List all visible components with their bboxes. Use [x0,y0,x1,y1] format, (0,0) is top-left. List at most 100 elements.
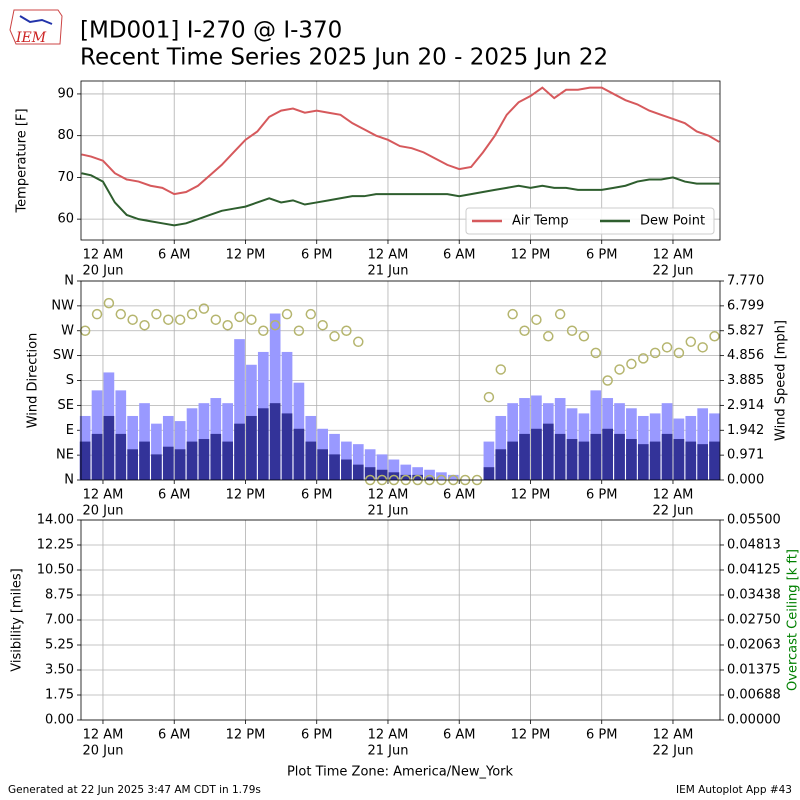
y-tick-label: 60 [57,212,74,227]
y2-tick-label: 0.01375 [727,663,781,678]
direction-point [578,331,590,342]
bar [269,313,281,480]
bar [127,449,139,480]
direction-point [210,314,222,325]
legend-box [465,207,715,235]
bar [507,441,519,480]
direction-point [483,391,495,403]
direction-point [638,353,649,364]
x-tick-label: 12 PM [226,248,266,263]
direction-point [174,314,186,325]
direction-point [222,319,233,331]
bar [329,454,340,480]
plot-frame [80,80,721,241]
direction-point [91,308,103,320]
x-tick-label: 12 AM [83,248,124,263]
bar [400,474,412,480]
x-tick-label: 12 AM [653,248,694,263]
bar [257,408,269,480]
y-tick-label: 8.75 [45,588,74,603]
logo: IEM [9,9,63,46]
bar [234,423,245,480]
x-tick-label: 6 PM [301,248,332,263]
bar [709,441,720,480]
direction-point [614,364,625,375]
x-tick-label: 12 AM [653,488,694,503]
bar [79,441,91,480]
x-tick-label: 6 AM [158,488,191,503]
x-tick-label: 6 PM [586,728,617,743]
bar [614,433,625,480]
direction-point [163,314,174,325]
x-tick-date: 21 Jun [367,264,408,279]
direction-point [626,358,637,370]
y-tick-label: S [66,373,74,388]
direction-point [234,311,245,323]
bar [103,415,115,480]
direction-point [543,331,554,342]
x-tick-label: 6 AM [443,248,476,263]
direction-point [258,325,269,336]
bar [222,441,234,480]
bar [483,441,495,480]
direction-point [531,314,542,325]
line-series [81,86,720,196]
y2-tick-label: 0.04813 [727,537,781,552]
bar [578,441,590,480]
x-tick-label: 6 PM [586,248,617,263]
y-tick-label: 70 [57,170,74,185]
bar [317,449,329,480]
y-tick-label: 14.00 [37,513,74,528]
direction-point [317,319,328,331]
y-tick-label: SE [58,398,74,413]
x-tick-label: 12 PM [226,728,266,743]
y2-tick-label: 4.856 [727,348,764,363]
direction-point [305,308,317,320]
bar [602,428,614,480]
y2-tick-label: 0.03438 [727,587,781,602]
x-tick-label: 12 AM [653,728,694,743]
footer-generated: Generated at 22 Jun 2025 3:47 AM CDT in … [8,784,261,796]
direction-point [115,308,127,320]
logo-text: IEM [15,30,47,46]
y2-tick-label: 0.04125 [727,563,781,578]
bar [139,441,150,480]
bar [281,413,293,480]
bar [234,339,245,480]
bar [151,423,162,480]
bar [305,441,317,480]
x-tick-label: 6 AM [158,728,191,743]
direction-point [495,364,507,375]
bar [531,428,542,480]
y-tick-label: N [64,274,74,289]
y2-tick-label: 0.000 [727,473,764,488]
x-tick-label: 12 AM [83,728,124,743]
direction-point [127,314,138,325]
direction-point [151,308,162,320]
bar [352,464,364,480]
bar [483,467,495,480]
plot-frame [80,280,721,481]
bar [637,444,649,480]
x-tick-date: 20 Jun [82,504,123,519]
direction-point [281,308,293,320]
y2-tick-label: 7.770 [727,274,764,289]
bar [364,467,376,480]
direction-point [661,342,673,353]
x-tick-date: 21 Jun [367,744,408,759]
bar [673,439,685,480]
bar [127,415,139,480]
line-series [81,172,720,227]
y-axis-label: Temperature [F] [15,108,30,213]
direction-point [269,319,281,331]
y-tick-label: 3.50 [45,663,74,678]
y2-tick-label: 0.05500 [727,513,781,528]
bar [115,433,127,480]
bar [364,449,376,480]
x-tick-label: 12 PM [511,728,551,743]
legend-label: Air Temp [512,214,569,229]
x-tick-label: 6 PM [301,488,332,503]
